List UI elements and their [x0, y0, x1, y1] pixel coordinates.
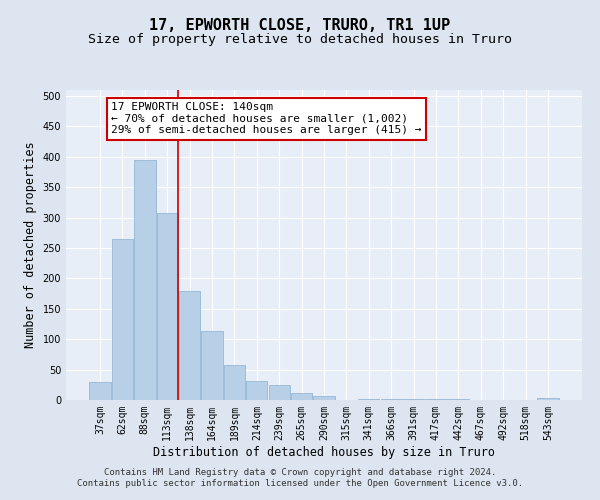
Text: 17 EPWORTH CLOSE: 140sqm
← 70% of detached houses are smaller (1,002)
29% of sem: 17 EPWORTH CLOSE: 140sqm ← 70% of detach…: [111, 102, 422, 136]
Bar: [179, 290, 200, 400]
Text: Size of property relative to detached houses in Truro: Size of property relative to detached ho…: [88, 32, 512, 46]
Text: Contains HM Land Registry data © Crown copyright and database right 2024.
Contai: Contains HM Land Registry data © Crown c…: [77, 468, 523, 487]
Text: 17, EPWORTH CLOSE, TRURO, TR1 1UP: 17, EPWORTH CLOSE, TRURO, TR1 1UP: [149, 18, 451, 32]
X-axis label: Distribution of detached houses by size in Truro: Distribution of detached houses by size …: [153, 446, 495, 458]
Bar: [269, 385, 290, 400]
Bar: [224, 366, 245, 400]
Bar: [313, 396, 335, 400]
Bar: [157, 213, 178, 400]
Bar: [202, 330, 223, 400]
Bar: [291, 394, 312, 400]
Bar: [134, 160, 155, 400]
Bar: [537, 398, 559, 400]
Bar: [246, 380, 268, 400]
Bar: [112, 239, 133, 400]
Y-axis label: Number of detached properties: Number of detached properties: [24, 142, 37, 348]
Bar: [89, 382, 111, 400]
